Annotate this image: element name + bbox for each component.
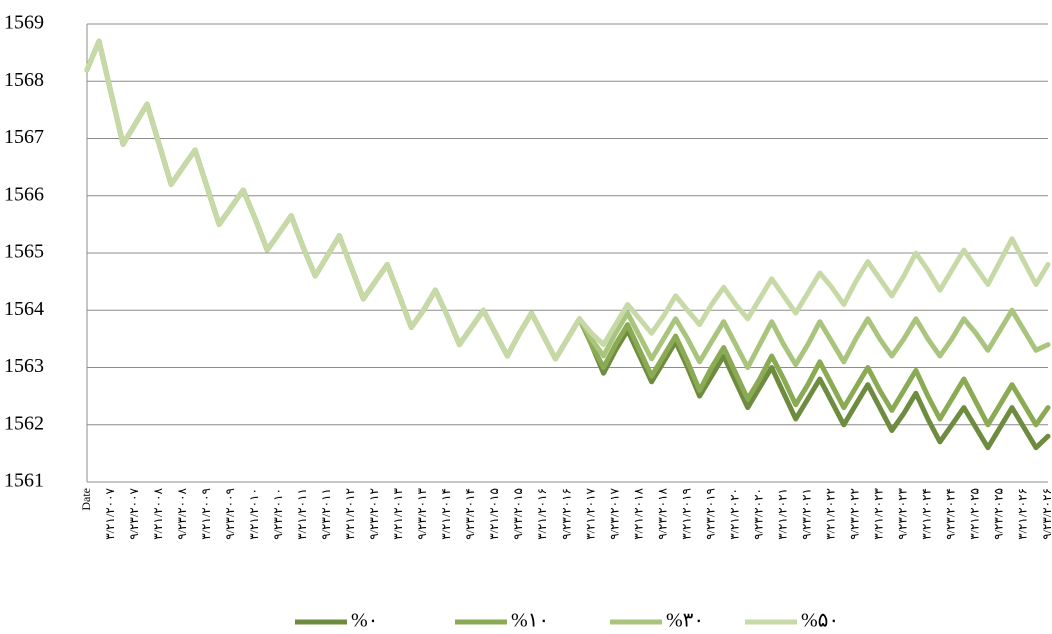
- x-tick-label: ۳/۲۱/۲۰۱۳: [391, 487, 405, 539]
- x-tick-label: ۹/۲۳/۲۰۱۲: [367, 488, 381, 540]
- x-tick-label: ۳/۲۱/۲۰۰۹: [199, 488, 213, 540]
- x-tick-label: ۹/۲۳/۲۰۲۴: [944, 488, 958, 540]
- y-tick-label: 1566: [4, 183, 44, 205]
- x-tick-label: ۹/۲۳/۲۰۰۸: [175, 487, 189, 539]
- y-tick-label: 1563: [4, 355, 44, 377]
- x-tick-label: ۳/۲۱/۲۰۲۲: [824, 488, 838, 540]
- x-tick-label: ۳/۲۱/۲۰۱۴: [439, 488, 453, 540]
- x-tick-label: ۳/۲۱/۲۰۲۴: [920, 488, 934, 540]
- x-tick-label: ۳/۲۱/۲۰۱۱: [295, 488, 309, 540]
- x-tick-label: ۹/۲۳/۲۰۲۲: [848, 488, 862, 540]
- line-series: [84, 38, 1051, 362]
- y-tick-label: 1568: [4, 69, 44, 91]
- y-tick-label: 1567: [4, 126, 44, 148]
- x-tick-label: ۳/۲۱/۲۰۲۵: [968, 488, 982, 540]
- x-tick-label: ۹/۲۳/۲۰۱۴: [463, 488, 477, 540]
- x-tick-label: ۹/۲۳/۲۰۲۰: [751, 488, 765, 540]
- x-tick-label: ۹/۲۳/۲۰۱۳: [415, 487, 429, 539]
- legend-label: %۱۰: [511, 610, 549, 632]
- x-tick-label: ۳/۲۱/۲۰۱۹: [679, 488, 693, 540]
- x-tick-label: ۹/۲۳/۲۰۱۶: [559, 488, 573, 540]
- x-tick-label: ۹/۲۳/۲۰۱۹: [703, 488, 717, 540]
- x-tick-label: ۹/۲۳/۲۰۱۰: [271, 488, 285, 540]
- x-tick-label: ۹/۲۳/۲۰۲۶: [1040, 488, 1052, 540]
- y-tick-label: 1569: [4, 12, 44, 34]
- x-tick-label: ۳/۲۱/۲۰۱۵: [487, 488, 501, 540]
- y-tick-label: 1565: [4, 241, 44, 263]
- x-tick-label: ۳/۲۱/۲۰۱۸: [631, 487, 645, 539]
- x-tick-label: ۹/۲۳/۲۰۱۸: [655, 487, 669, 539]
- x-tick-label: ۳/۲۱/۲۰۲۶: [1016, 488, 1030, 540]
- x-tick-label: ۳/۲۱/۲۰۱۰: [247, 488, 261, 540]
- x-tick-label: ۳/۲۱/۲۰۲۱: [775, 488, 789, 540]
- x-tick-label: ۹/۲۳/۲۰۲۵: [992, 488, 1006, 540]
- x-tick-label: ۳/۲۱/۲۰۰۷: [103, 487, 117, 539]
- legend-label: %۳۰: [666, 610, 704, 632]
- x-tick-label: ۹/۲۳/۲۰۰۷: [127, 487, 141, 539]
- x-tick-label: ۳/۲۱/۲۰۱۷: [583, 487, 597, 539]
- x-tick-label: Date: [79, 488, 93, 511]
- x-tick-label: ۹/۲۳/۲۰۲۳: [896, 487, 910, 539]
- y-tick-label: 1562: [4, 412, 44, 434]
- x-tick-label: ۹/۲۳/۲۰۰۹: [223, 488, 237, 540]
- x-tick-label: ۳/۲۱/۲۰۱۲: [343, 488, 357, 540]
- x-tick-label: ۹/۲۳/۲۰۱۱: [319, 488, 333, 540]
- legend-label: %۰: [351, 610, 378, 632]
- x-tick-label: ۹/۲۳/۲۰۱۵: [511, 488, 525, 540]
- legend-label: %۵۰: [801, 610, 839, 632]
- x-tick-label: ۳/۲۱/۲۰۲۰: [727, 488, 741, 540]
- x-tick-label: ۳/۲۱/۲۰۱۶: [535, 488, 549, 540]
- x-tick-label: ۳/۲۱/۲۰۲۳: [872, 487, 886, 539]
- x-tick-label: ۹/۲۳/۲۰۲۱: [800, 488, 814, 540]
- y-tick-label: 1561: [4, 470, 44, 492]
- x-tick-label: ۳/۲۱/۲۰۰۸: [151, 487, 165, 539]
- x-tick-label: ۹/۲۳/۲۰۱۷: [607, 487, 621, 539]
- y-tick-label: 1564: [4, 298, 44, 320]
